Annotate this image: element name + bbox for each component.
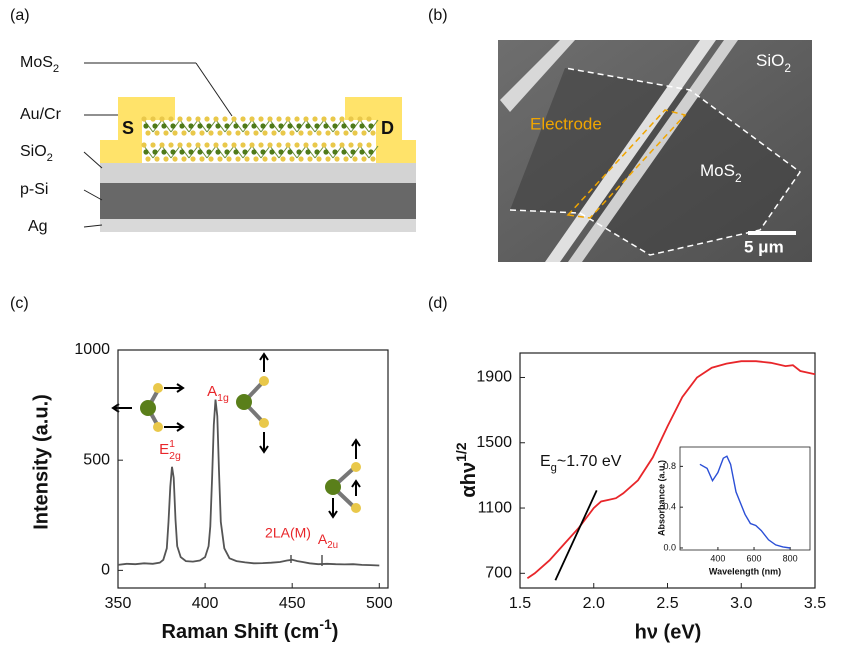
x-tick-label: 2.0 [583,595,605,612]
text-part: ) [332,621,339,643]
x-tick-label: 350 [105,595,132,612]
y-tick-label: 1900 [476,369,512,386]
text-part: 2 [47,152,53,164]
axis-title: Intensity (a.u.) [30,394,52,530]
scale-bar-label: 5 μm [744,237,784,256]
panel-label: (c) [10,295,29,312]
text-part: E [540,453,551,470]
device-schematic [83,62,416,232]
x-tick-label: 400 [710,553,725,563]
y-tick-label: 1100 [478,499,513,516]
text-part: Raman Shift (cm [162,621,320,643]
text-part: 1 [169,438,175,450]
layer-label: MoS2 [20,54,59,75]
y-tick-label: 1500 [476,434,512,451]
annotation: A1g [207,383,229,404]
x-tick-label: 400 [192,595,219,612]
layer-label: Au/Cr [20,106,62,123]
x-tick-label: 450 [279,595,306,612]
axis-title: Wavelength (nm) [709,566,781,576]
axis-title: αhν1/2 [453,442,481,497]
micrograph-label: SiO2 [756,51,791,75]
layer-label: Ag [28,218,48,235]
text-part: αhν [458,462,480,498]
axis-title: hν (eV) [635,621,702,643]
series-line [554,490,598,581]
panel-label: (b) [428,7,448,24]
y-tick-label: 500 [83,451,110,468]
x-tick-label: 3.0 [730,595,752,612]
text-part: -1 [319,616,332,632]
x-tick-label: 1.5 [509,595,531,612]
y-tick-label: 1000 [74,341,110,358]
y-tick-label: 0.8 [663,461,676,471]
micrograph [498,40,812,262]
micrograph-label: MoS2 [700,161,742,185]
plot-frame [117,349,389,589]
drain-label: D [381,118,394,138]
text-part: 2g [169,450,181,462]
text-part: ~1.70 eV [557,453,622,470]
text-part: 1/2 [453,442,469,462]
micrograph-label: Electrode [530,114,602,133]
layer-label: p-Si [20,181,48,198]
vibration-atoms [140,376,361,513]
y-tick-label: 700 [485,565,512,582]
vibration-icons [111,352,361,566]
annotation: Eg~1.70 eV [540,453,622,474]
text-part: A [318,531,328,547]
axis-title: Absorbance (a.u.) [656,460,666,536]
x-tick-label: 800 [783,553,798,563]
layer-label: SiO2 [20,143,53,164]
text-part: g [551,462,557,474]
text-part: MoS [20,54,53,71]
text-part: A [207,383,217,400]
annotation: A2u [318,531,338,551]
text-part: 1g [217,392,229,404]
y-tick-label: 0 [101,562,110,579]
y-tick-label: 0.0 [663,542,676,552]
text-part: 2u [327,540,338,551]
plot-frame [679,446,811,551]
annotation: 2LA(M) [265,525,311,541]
text-part: SiO [20,143,47,160]
text-part: SiO [756,51,784,70]
text-part: 2 [53,63,59,75]
text-part: E [159,441,169,458]
x-tick-label: 2.5 [656,595,678,612]
text-part: MoS [700,161,735,180]
source-label: S [122,118,134,138]
x-tick-label: 500 [366,595,393,612]
text-part: 2 [735,171,742,185]
series-line [699,455,791,549]
annotation: E1 2g [159,438,181,462]
y-tick-label: 0.4 [663,502,676,512]
x-tick-label: 600 [747,553,762,563]
x-tick-label: 3.5 [804,595,826,612]
series-line [117,399,380,567]
panel-label: (a) [10,7,30,24]
axis-title: Raman Shift (cm-1) [162,616,339,644]
panel-label: (d) [428,295,448,312]
text-part: 2 [784,61,791,75]
